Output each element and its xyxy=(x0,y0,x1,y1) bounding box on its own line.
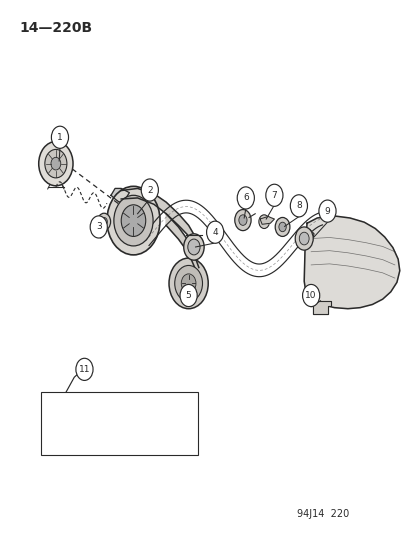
Circle shape xyxy=(294,227,313,250)
Text: 11: 11 xyxy=(78,365,90,374)
Circle shape xyxy=(206,221,223,243)
Text: 9: 9 xyxy=(324,207,330,216)
Circle shape xyxy=(114,195,153,246)
Polygon shape xyxy=(310,301,330,314)
Polygon shape xyxy=(259,216,274,224)
Circle shape xyxy=(76,358,93,381)
Circle shape xyxy=(51,157,61,170)
Circle shape xyxy=(121,205,145,237)
Circle shape xyxy=(318,200,335,222)
Circle shape xyxy=(265,184,282,206)
Circle shape xyxy=(97,213,110,230)
Circle shape xyxy=(141,179,158,201)
Circle shape xyxy=(45,149,67,178)
Circle shape xyxy=(183,234,204,260)
Circle shape xyxy=(51,126,69,148)
Text: 94J14  220: 94J14 220 xyxy=(296,508,348,519)
Text: 10: 10 xyxy=(305,291,316,300)
Text: 3: 3 xyxy=(96,222,102,231)
Circle shape xyxy=(181,274,195,293)
Circle shape xyxy=(188,239,199,255)
Text: AAAAA A A AAAAAAA A A A AAAA: AAAAA A A AAAAAAA A A A AAAA xyxy=(43,417,117,421)
Text: 6: 6 xyxy=(242,193,248,203)
Polygon shape xyxy=(166,214,198,278)
Text: 2: 2 xyxy=(147,185,152,195)
Text: 8: 8 xyxy=(295,201,301,211)
Text: 7: 7 xyxy=(271,191,277,200)
Circle shape xyxy=(174,265,202,301)
Text: 4: 4 xyxy=(212,228,218,237)
Circle shape xyxy=(290,195,307,217)
Circle shape xyxy=(234,209,251,231)
Polygon shape xyxy=(304,216,399,309)
Text: 1: 1 xyxy=(57,133,63,142)
Circle shape xyxy=(39,141,73,186)
Circle shape xyxy=(278,222,285,232)
Circle shape xyxy=(258,215,269,229)
Text: AAAA A A AAAAAAA A A AAAA: AAAA A A AAAAAAA A A AAAA xyxy=(43,440,109,444)
FancyBboxPatch shape xyxy=(40,392,197,455)
Polygon shape xyxy=(121,189,194,246)
Circle shape xyxy=(302,285,319,306)
Circle shape xyxy=(100,217,107,226)
Polygon shape xyxy=(111,189,129,202)
Text: 5: 5 xyxy=(185,291,191,300)
Circle shape xyxy=(238,215,247,225)
Text: AAAA A A AAAAAAA A A A AAAA: AAAA A A AAAAAAA A A A AAAA xyxy=(43,429,114,433)
Polygon shape xyxy=(302,230,313,245)
Circle shape xyxy=(299,232,309,245)
Text: AA AA AAAAA A A AAAAAAA A A A AAAAA: AA AA AAAAA A A AAAAAAA A A A AAAAA xyxy=(43,405,135,409)
Circle shape xyxy=(275,217,289,237)
Circle shape xyxy=(107,187,160,255)
Circle shape xyxy=(180,285,197,306)
Circle shape xyxy=(169,258,208,309)
Circle shape xyxy=(90,216,107,238)
Circle shape xyxy=(237,187,254,209)
Text: 14—220B: 14—220B xyxy=(19,21,92,35)
